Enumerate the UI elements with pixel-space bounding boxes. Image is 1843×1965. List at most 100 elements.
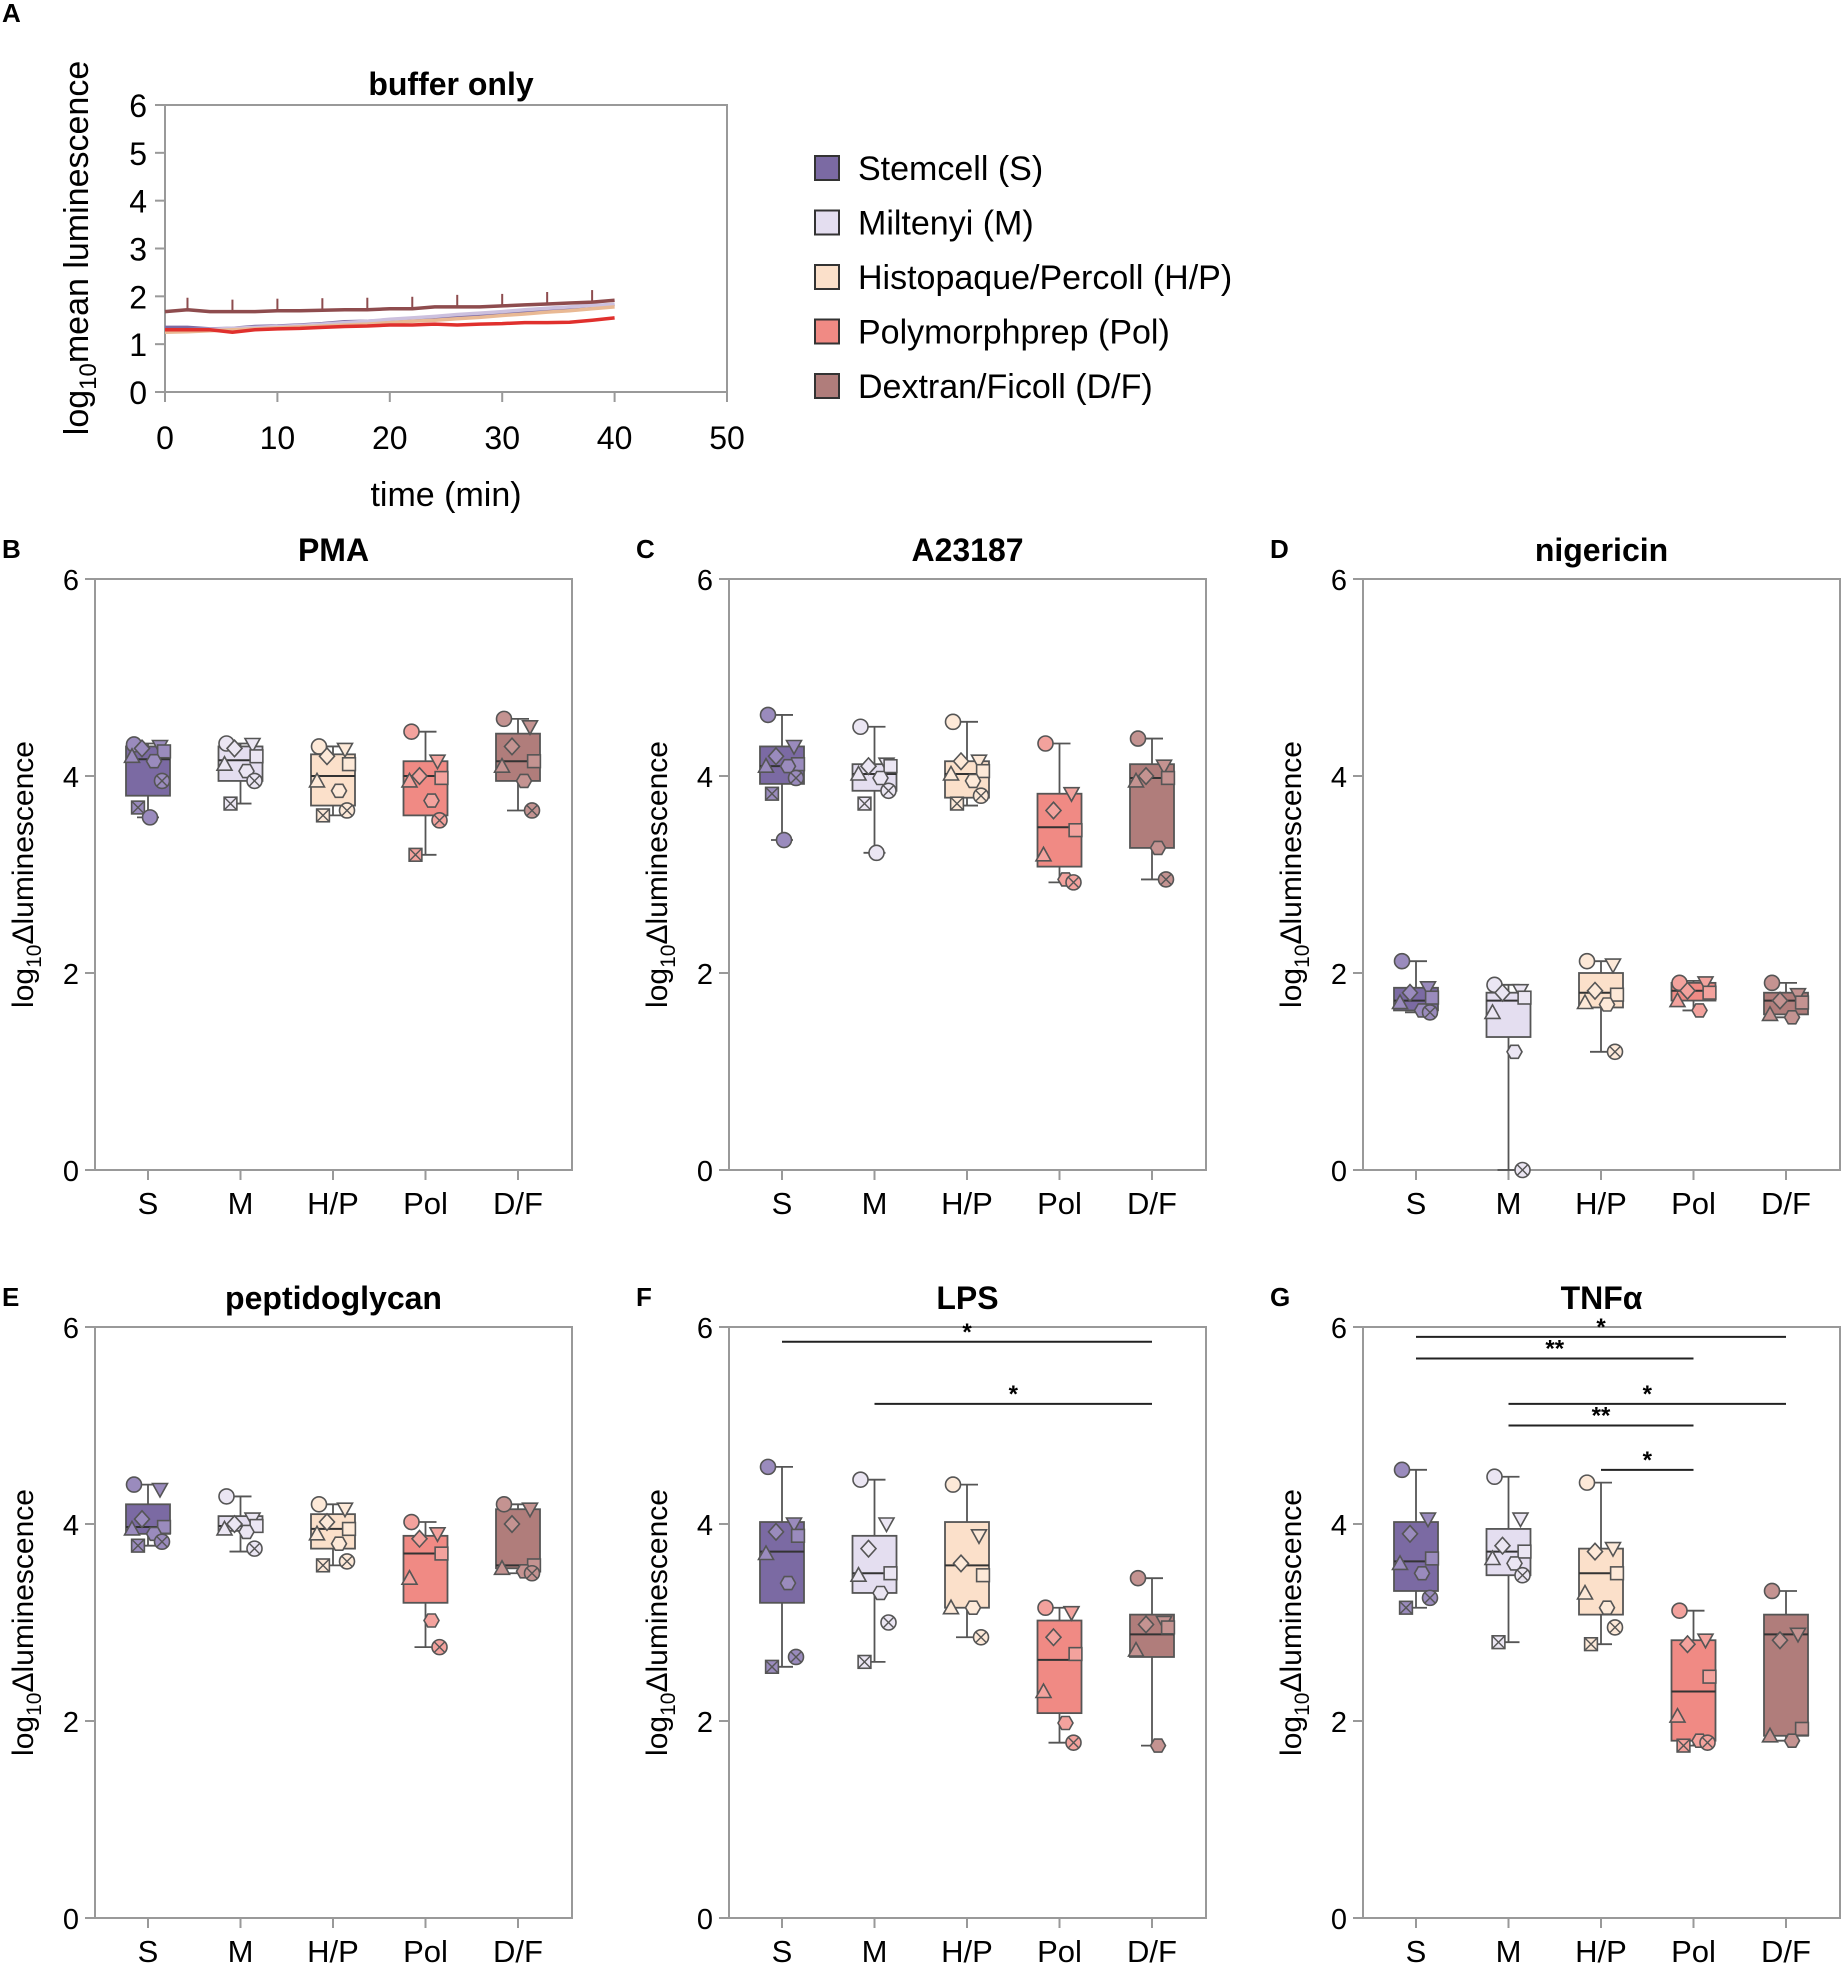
data-point [1668,1706,1687,1723]
significance-bar: * [1601,1447,1694,1474]
marker-shape [1393,952,1411,970]
data-point [1606,1619,1624,1636]
marker-shape [503,737,521,756]
data-point [1761,1005,1779,1022]
marker-shape [1483,1003,1502,1020]
data-point [872,770,889,786]
y-axis-label-log: log [7,968,40,1008]
data-point [857,1654,872,1670]
significance-label: ** [1545,1336,1564,1363]
data-point [852,718,869,736]
marker-shape [310,1496,328,1513]
marker-shape [1413,1566,1431,1581]
chart-title: TNFα [1561,1280,1643,1316]
marker-shape [123,747,141,764]
box-pol [1034,1599,1083,1751]
data-point [944,1476,962,1493]
legend-swatch [814,373,840,399]
marker-shape [521,719,539,736]
data-point [336,742,354,759]
legend-label: Miltenyi (M) [858,205,1034,243]
marker-shape [1696,976,1715,993]
y-tick-label: 4 [129,184,147,220]
marker-shape [944,713,962,731]
box-h-p [942,713,991,811]
x-tick-label-s: S [138,1934,159,1965]
marker-shape [1160,770,1176,786]
data-point [223,796,238,811]
data-point [1761,1726,1779,1743]
chart-title: nigericin [1535,532,1668,568]
data-point [764,1659,780,1674]
marker-cross [408,847,423,862]
marker-shape [308,771,326,788]
marker-shape [1424,1551,1440,1566]
data-point [1676,1738,1691,1753]
data-point [428,754,447,771]
data-point [1068,1646,1083,1662]
marker-cross [1491,1635,1506,1650]
y-tick-label: 1 [129,327,147,363]
data-point [1129,1569,1147,1587]
data-point [872,1585,889,1601]
data-point [423,1613,440,1628]
marker-cross [790,772,802,784]
marker-shape [238,1524,255,1540]
box-pol [1668,974,1717,1018]
marker-shape [975,1568,991,1583]
marker-cross [526,804,538,817]
data-point [341,1521,357,1537]
marker-shape [400,771,419,788]
marker-cross [1584,1637,1598,1652]
marker-shape [336,1502,354,1519]
data-point [428,1527,447,1543]
data-point [1794,1721,1810,1737]
data-point [1517,990,1532,1005]
legend: Stemcell (S) Miltenyi (M) Histopaque/Perco… [814,150,1232,406]
y-axis: 0 2 4 6 [697,565,729,1188]
y-axis-label: log10Δluminescence [7,1489,46,1756]
marker-shape [1668,991,1687,1008]
data-point [249,749,264,764]
marker-cross [1701,1736,1714,1749]
box-plot-peptidoglycan: peptidoglycan log10Δluminescence 0 2 4 6 S M H/P… [7,1280,573,1965]
data-point [1424,1551,1440,1566]
data-point [523,802,541,819]
data-point [1393,1461,1411,1479]
data-point [972,1628,990,1646]
series-dextran-ficoll-d-f [164,290,615,314]
data-point [1493,1536,1512,1556]
x-tick-label: 10 [260,420,296,456]
marker-shape [318,746,336,766]
marker-shape [859,756,878,776]
box-s [123,736,172,826]
x-tick-label-m: M [228,1934,254,1965]
data-point [1668,991,1687,1008]
y-axis-label-subscript: 10 [657,1693,680,1716]
x-axis-label: time (min) [370,476,521,514]
data-point [1702,1669,1717,1684]
x-tick-label: 20 [372,420,408,456]
marker-shape [1493,1536,1512,1556]
marker-shape [1393,1461,1411,1479]
marker-shape [767,746,785,766]
data-point [1598,1600,1616,1615]
data-point [338,1553,356,1570]
data-point [1393,952,1411,970]
data-point [1062,1605,1081,1622]
data-point [215,755,234,772]
data-point [1771,1630,1789,1650]
chart-title: LPS [936,1280,998,1316]
data-point [1671,1602,1688,1619]
data-point [975,763,991,779]
box-plot-pma: PMA log10Δluminescence 0 2 4 6 S M H/P Pol D/F [7,532,573,1221]
significance-label: * [1643,1447,1653,1474]
data-point [310,738,328,755]
marker-cross [316,1558,330,1573]
marker-shape [243,737,262,754]
data-point [238,1524,255,1540]
box-s [1391,952,1440,1021]
marker-shape [1668,1706,1687,1723]
marker-cross [156,1535,168,1548]
plot-frame [164,104,728,393]
